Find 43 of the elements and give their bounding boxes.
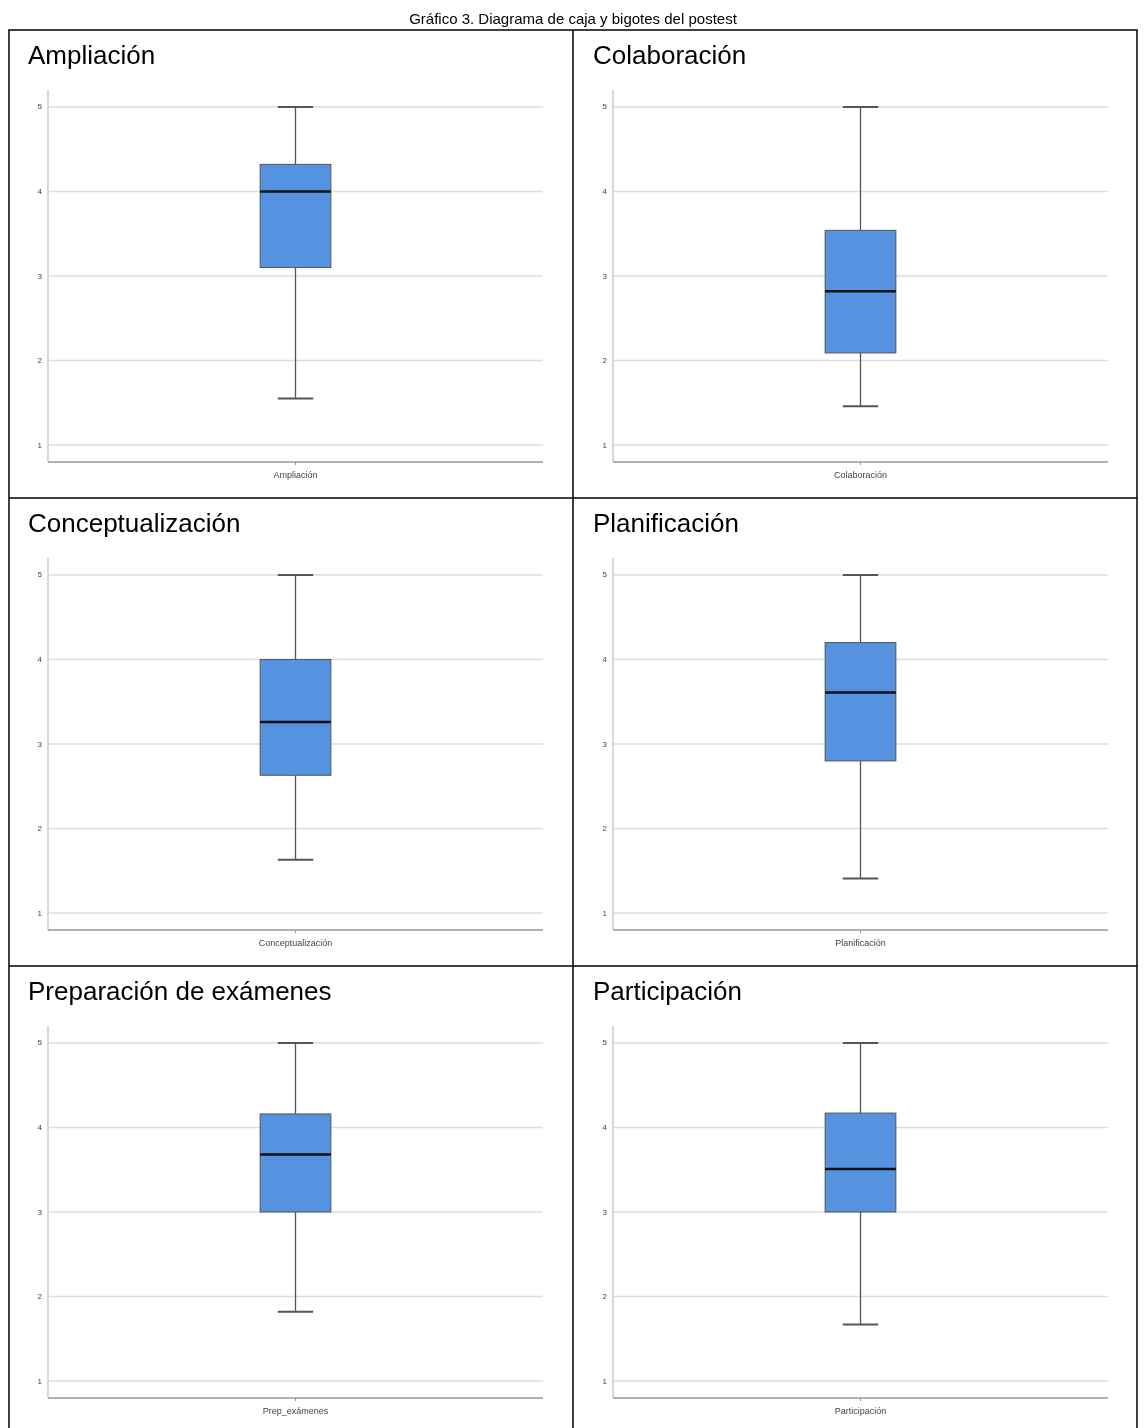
chart-title: Participación (593, 976, 742, 1006)
y-tick-label: 4 (37, 187, 43, 197)
x-axis-title: Colaboración (833, 470, 888, 480)
y-tick-label: 4 (37, 655, 43, 665)
y-tick-label: 5 (602, 102, 608, 112)
x-axis-title: Prep_exámenes (262, 1406, 329, 1416)
y-tick-label: 2 (37, 1292, 43, 1302)
y-tick-label: 2 (37, 356, 43, 366)
y-tick-label: 1 (602, 440, 608, 450)
y-tick-label: 2 (602, 356, 608, 366)
y-tick-label: 3 (37, 1207, 43, 1217)
x-axis-title: Planificación (835, 938, 886, 948)
chart-title: Colaboración (593, 40, 747, 70)
text: Gráfico 3. Diagrama de caja y bigotes del postest (409, 10, 738, 27)
chart-title: Conceptualización (28, 508, 241, 538)
y-tick-label: 4 (37, 1123, 43, 1133)
y-tick-label: 3 (602, 739, 608, 749)
y-tick-label: 4 (602, 1123, 608, 1133)
y-tick-label: 4 (602, 187, 608, 197)
x-axis-title: Ampliación (273, 470, 318, 480)
chart-title: Ampliación (28, 40, 156, 70)
y-tick-label: 2 (602, 1292, 608, 1302)
y-tick-label: 1 (37, 908, 43, 918)
y-tick-label: 3 (37, 271, 43, 281)
y-tick-label: 1 (602, 908, 608, 918)
y-tick-label: 5 (602, 1038, 608, 1048)
y-tick-label: 1 (37, 440, 43, 450)
y-tick-label: 1 (602, 1376, 608, 1386)
chart-title: Planificación (593, 508, 739, 538)
y-tick-label: 3 (37, 739, 43, 749)
y-tick-label: 1 (37, 1376, 43, 1386)
y-tick-label: 5 (602, 570, 608, 580)
y-tick-label: 3 (602, 271, 608, 281)
chart-title: Preparación de exámenes (28, 976, 332, 1006)
x-axis-title: Participación (834, 1406, 887, 1416)
y-tick-label: 2 (602, 824, 608, 834)
x-axis-title: Conceptualización (258, 938, 333, 948)
y-tick-label: 5 (37, 570, 43, 580)
y-tick-label: 5 (37, 102, 43, 112)
y-tick-label: 2 (37, 824, 43, 834)
y-tick-label: 5 (37, 1038, 43, 1048)
y-tick-label: 4 (602, 655, 608, 665)
y-tick-label: 3 (602, 1207, 608, 1217)
